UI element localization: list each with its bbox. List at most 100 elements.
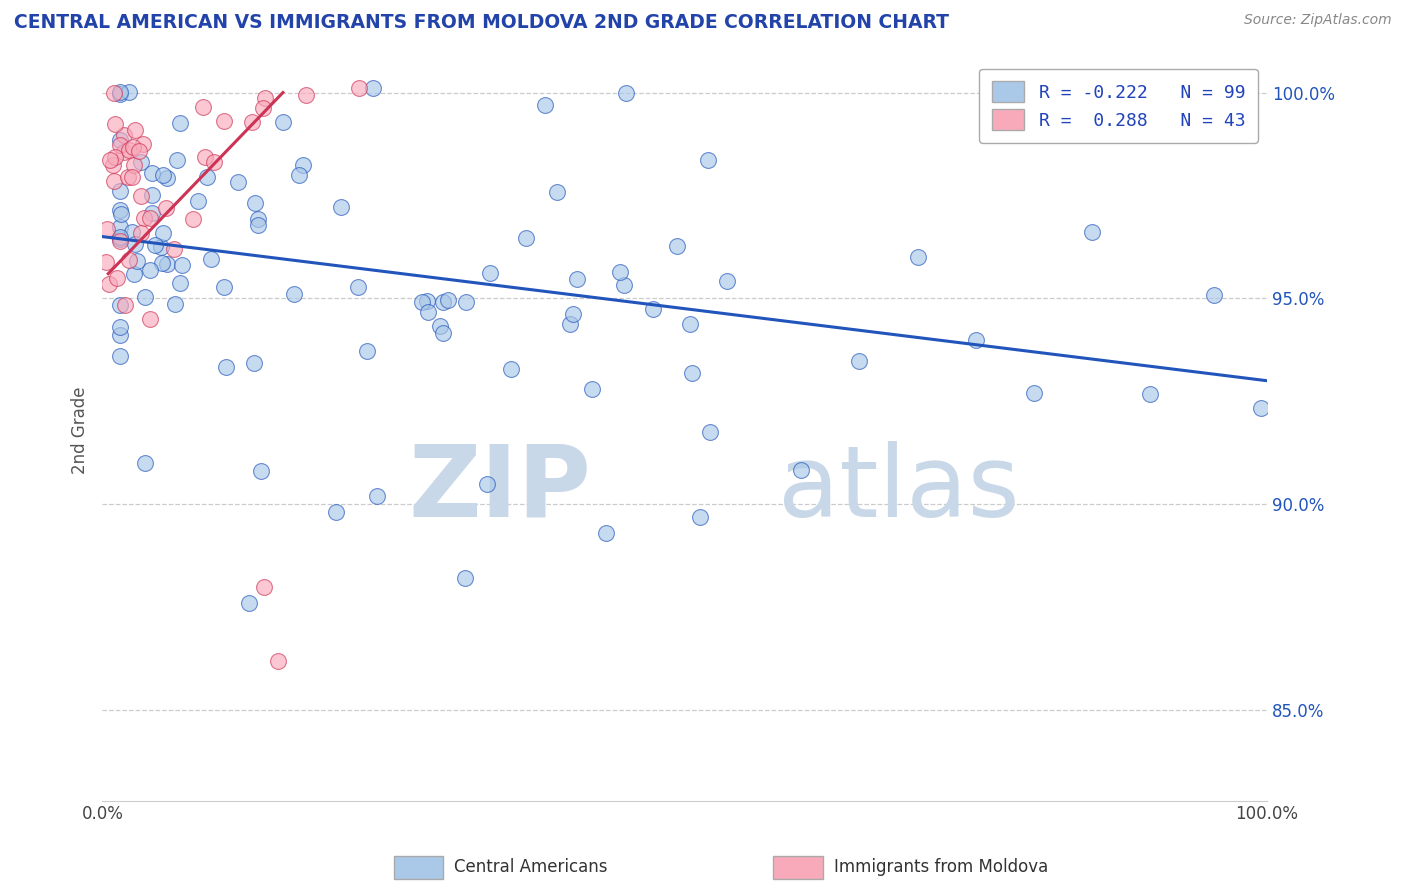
Point [1081,225,1104,239]
Text: CENTRAL AMERICAN VS IMMIGRANTS FROM MOLDOVA 2ND GRADE CORRELATION CHART: CENTRAL AMERICAN VS IMMIGRANTS FROM MOLD… [14,13,949,32]
Point [108,349,131,363]
Point [118,143,141,157]
Point [103,173,125,187]
Point [329,200,352,214]
Point [243,196,266,211]
Text: Source: ZipAtlas.com: Source: ZipAtlas.com [1244,13,1392,28]
Point [515,231,537,245]
Point [247,218,270,232]
Point [170,258,193,272]
Point [101,157,124,171]
Point [165,297,187,311]
Point [194,149,217,163]
Point [202,154,225,169]
Point [108,327,131,342]
Point [437,293,460,307]
Point [197,169,219,184]
Point [200,252,222,267]
Text: Immigrants from Moldova: Immigrants from Moldova [834,858,1047,877]
Point [183,212,205,227]
Point [138,211,160,225]
Point [121,225,143,239]
Point [1022,385,1045,400]
Point [429,318,451,333]
Point [114,298,136,312]
Point [616,86,638,100]
Point [108,219,131,234]
Point [96,221,118,235]
Legend: R = -0.222   N = 99, R =  0.288   N = 43: R = -0.222 N = 99, R = 0.288 N = 43 [979,69,1258,143]
Point [416,294,439,309]
Point [132,211,155,226]
Point [347,81,370,95]
Point [141,166,163,180]
Text: atlas: atlas [778,441,1019,538]
Point [689,509,711,524]
Point [432,326,454,340]
Point [156,257,179,271]
Point [478,266,501,280]
Point [169,116,191,130]
Point [356,343,378,358]
Point [122,267,145,281]
Point [679,317,702,331]
Point [124,122,146,136]
Point [191,100,214,114]
Point [141,206,163,220]
Point [252,102,274,116]
Point [562,308,585,322]
Point [117,169,139,184]
Point [124,236,146,251]
Point [141,187,163,202]
Point [965,333,987,347]
Point [283,287,305,301]
Point [790,462,813,476]
Point [1139,387,1161,401]
Point [295,87,318,102]
Point [108,232,131,246]
Point [134,290,156,304]
Point [150,256,173,270]
Point [581,382,603,396]
Point [155,171,177,186]
Point [131,188,153,202]
Point [128,144,150,158]
Point [271,114,294,128]
Point [108,85,131,99]
Point [112,145,135,159]
Point [112,128,135,143]
Point [252,580,274,594]
Point [595,526,617,541]
Point [212,280,235,294]
Point [454,295,477,310]
Point [108,320,131,334]
Point [129,227,152,241]
Point [682,366,704,380]
Point [1250,401,1272,416]
Point [361,81,384,95]
Point [108,87,131,101]
Point [560,318,582,332]
Point [291,158,314,172]
Point [254,91,277,105]
Point [1204,287,1226,301]
Point [132,137,155,152]
Point [366,489,388,503]
Point [546,185,568,199]
Point [166,153,188,167]
Point [534,97,557,112]
Y-axis label: 2nd Grade: 2nd Grade [72,386,89,474]
Point [699,425,721,439]
Point [613,278,636,293]
Point [97,277,120,291]
Point [139,312,162,326]
Point [347,280,370,294]
Point [418,305,440,319]
Point [150,240,173,254]
Point [108,298,131,312]
Point [118,253,141,268]
Point [641,301,664,316]
Point [411,295,433,310]
Point [565,271,588,285]
Point [108,137,131,152]
